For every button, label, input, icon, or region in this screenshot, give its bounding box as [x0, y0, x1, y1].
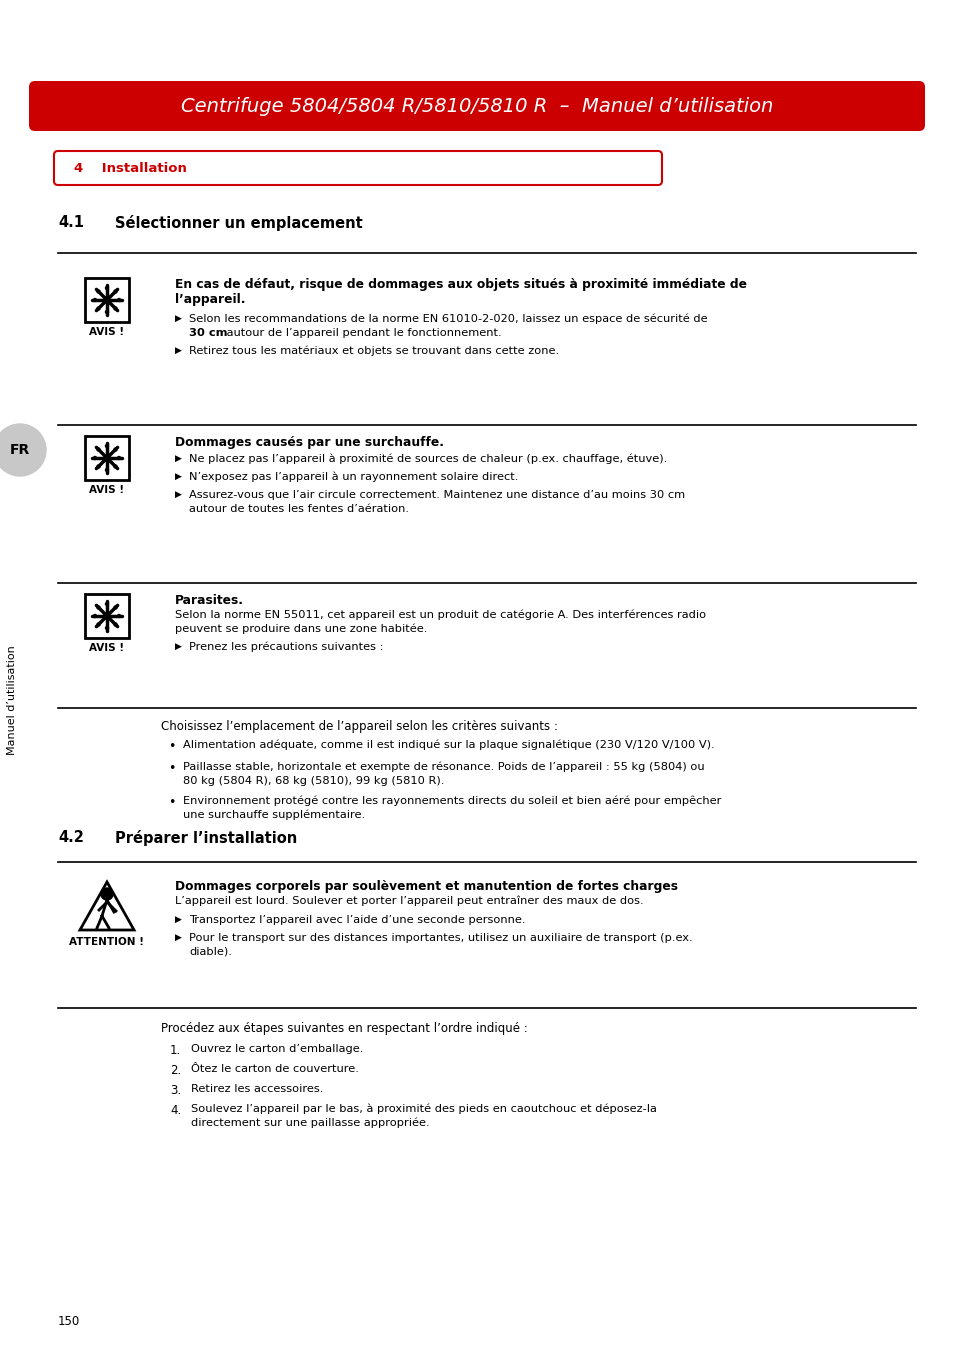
Circle shape	[104, 455, 110, 460]
Text: •: •	[168, 761, 175, 775]
Circle shape	[97, 606, 100, 609]
Text: Paillasse stable, horizontale et exempte de résonance. Poids de l’appareil : 55 : Paillasse stable, horizontale et exempte…	[183, 761, 704, 772]
Text: autour de l’appareil pendant le fonctionnement.: autour de l’appareil pendant le fonction…	[223, 328, 501, 338]
Text: AVIS !: AVIS !	[90, 643, 125, 653]
Text: FR: FR	[10, 443, 30, 458]
Circle shape	[113, 448, 117, 451]
Text: Choisissez l’emplacement de l’appareil selon les critères suivants :: Choisissez l’emplacement de l’appareil s…	[161, 720, 558, 733]
Text: une surchauffe supplémentaire.: une surchauffe supplémentaire.	[183, 810, 365, 821]
Circle shape	[113, 606, 117, 609]
Text: Pour le transport sur des distances importantes, utilisez un auxiliaire de trans: Pour le transport sur des distances impo…	[189, 933, 692, 944]
Circle shape	[106, 468, 109, 471]
Text: 4.1: 4.1	[58, 215, 84, 230]
Bar	[85, 594, 129, 639]
Circle shape	[113, 622, 117, 626]
Text: diable).: diable).	[189, 946, 232, 957]
Circle shape	[117, 614, 120, 617]
Text: •: •	[168, 796, 175, 809]
Circle shape	[106, 310, 109, 313]
Text: Sélectionner un emplacement: Sélectionner un emplacement	[115, 215, 362, 231]
Text: Manuel d’utilisation: Manuel d’utilisation	[7, 645, 17, 755]
Text: Assurez-vous que l’air circule correctement. Maintenez une distance d’au moins 3: Assurez-vous que l’air circule correctem…	[189, 490, 684, 500]
Text: directement sur une paillasse appropriée.: directement sur une paillasse appropriée…	[191, 1118, 429, 1129]
Circle shape	[106, 444, 109, 447]
Text: ▶: ▶	[174, 933, 182, 942]
Text: Procédez aux étapes suivantes en respectant l’ordre indiqué :: Procédez aux étapes suivantes en respect…	[161, 1022, 527, 1035]
Circle shape	[117, 298, 120, 301]
Circle shape	[0, 424, 46, 477]
Text: autour de toutes les fentes d’aération.: autour de toutes les fentes d’aération.	[189, 504, 409, 514]
Text: ▶: ▶	[174, 346, 182, 355]
Circle shape	[104, 613, 110, 620]
Text: Environnement protégé contre les rayonnements directs du soleil et bien aéré pou: Environnement protégé contre les rayonne…	[183, 796, 720, 806]
Circle shape	[97, 464, 100, 468]
Text: Selon la norme EN 55011, cet appareil est un produit de catégorie A. Des interfé: Selon la norme EN 55011, cet appareil es…	[174, 610, 705, 621]
Text: 3.: 3.	[170, 1084, 181, 1098]
Text: peuvent se produire dans une zone habitée.: peuvent se produire dans une zone habité…	[174, 624, 427, 634]
Text: Dommages corporels par soulèvement et manutention de fortes charges: Dommages corporels par soulèvement et ma…	[174, 880, 678, 892]
Text: N’exposez pas l’appareil à un rayonnement solaire direct.: N’exposez pas l’appareil à un rayonnemen…	[189, 472, 517, 482]
Text: 4    Installation: 4 Installation	[74, 162, 187, 174]
Text: ▶: ▶	[174, 454, 182, 463]
Text: •: •	[168, 740, 175, 753]
Text: 4.2: 4.2	[58, 830, 84, 845]
Text: Préparer l’installation: Préparer l’installation	[115, 830, 297, 846]
Text: Selon les recommandations de la norme EN 61010-2-020, laissez un espace de sécur: Selon les recommandations de la norme EN…	[189, 315, 707, 324]
Text: 30 cm: 30 cm	[189, 328, 227, 338]
Text: ▶: ▶	[174, 643, 182, 651]
Text: Parasites.: Parasites.	[174, 594, 244, 608]
Circle shape	[93, 456, 96, 459]
Text: Dommages causés par une surchauffe.: Dommages causés par une surchauffe.	[174, 436, 443, 450]
Circle shape	[113, 306, 117, 310]
Circle shape	[113, 464, 117, 468]
Circle shape	[93, 614, 96, 617]
Text: L’appareil est lourd. Soulever et porter l’appareil peut entraîner des maux de d: L’appareil est lourd. Soulever et porter…	[174, 896, 643, 906]
Text: 4.: 4.	[170, 1104, 181, 1116]
Text: Transportez l’appareil avec l’aide d’une seconde personne.: Transportez l’appareil avec l’aide d’une…	[189, 915, 525, 925]
Text: ▶: ▶	[174, 915, 182, 923]
Text: Retirez tous les matériaux et objets se trouvant dans cette zone.: Retirez tous les matériaux et objets se …	[189, 346, 558, 356]
Text: AVIS !: AVIS !	[90, 327, 125, 338]
Bar	[85, 436, 129, 481]
Circle shape	[97, 448, 100, 451]
Circle shape	[106, 602, 109, 606]
Circle shape	[104, 297, 110, 302]
Bar	[85, 278, 129, 323]
Circle shape	[117, 456, 120, 459]
Circle shape	[101, 888, 112, 900]
Text: Prenez les précautions suivantes :: Prenez les précautions suivantes :	[189, 643, 383, 652]
Text: Ôtez le carton de couverture.: Ôtez le carton de couverture.	[191, 1064, 358, 1075]
Circle shape	[97, 290, 100, 293]
Circle shape	[106, 286, 109, 289]
Circle shape	[93, 298, 96, 301]
Text: 150: 150	[58, 1315, 80, 1328]
Text: ▶: ▶	[174, 315, 182, 323]
Text: 80 kg (5804 R), 68 kg (5810), 99 kg (5810 R).: 80 kg (5804 R), 68 kg (5810), 99 kg (581…	[183, 776, 444, 786]
Polygon shape	[80, 882, 134, 930]
Text: Retirez les accessoires.: Retirez les accessoires.	[191, 1084, 323, 1094]
Text: 2.: 2.	[170, 1064, 181, 1077]
Text: Ouvrez le carton d’emballage.: Ouvrez le carton d’emballage.	[191, 1044, 363, 1054]
Circle shape	[97, 306, 100, 310]
Text: En cas de défaut, risque de dommages aux objets situés à proximité immédiate de: En cas de défaut, risque de dommages aux…	[174, 278, 746, 292]
Text: AVIS !: AVIS !	[90, 485, 125, 495]
Text: Alimentation adéquate, comme il est indiqué sur la plaque signalétique (230 V/12: Alimentation adéquate, comme il est indi…	[183, 740, 714, 751]
Text: ATTENTION !: ATTENTION !	[70, 937, 144, 946]
Text: ▶: ▶	[174, 472, 182, 481]
Text: 1.: 1.	[170, 1044, 181, 1057]
FancyBboxPatch shape	[29, 81, 924, 131]
Text: !: !	[103, 888, 111, 906]
Circle shape	[113, 290, 117, 293]
Text: Centrifuge 5804/5804 R/5810/5810 R  –  Manuel d’utilisation: Centrifuge 5804/5804 R/5810/5810 R – Man…	[181, 96, 772, 116]
Text: l’appareil.: l’appareil.	[174, 293, 245, 306]
Text: Soulevez l’appareil par le bas, à proximité des pieds en caoutchouc et déposez-l: Soulevez l’appareil par le bas, à proxim…	[191, 1104, 657, 1115]
Circle shape	[106, 626, 109, 629]
Circle shape	[97, 622, 100, 626]
Text: ▶: ▶	[174, 490, 182, 500]
Text: Ne placez pas l’appareil à proximité de sources de chaleur (p.ex. chauffage, étu: Ne placez pas l’appareil à proximité de …	[189, 454, 666, 464]
FancyBboxPatch shape	[54, 151, 661, 185]
